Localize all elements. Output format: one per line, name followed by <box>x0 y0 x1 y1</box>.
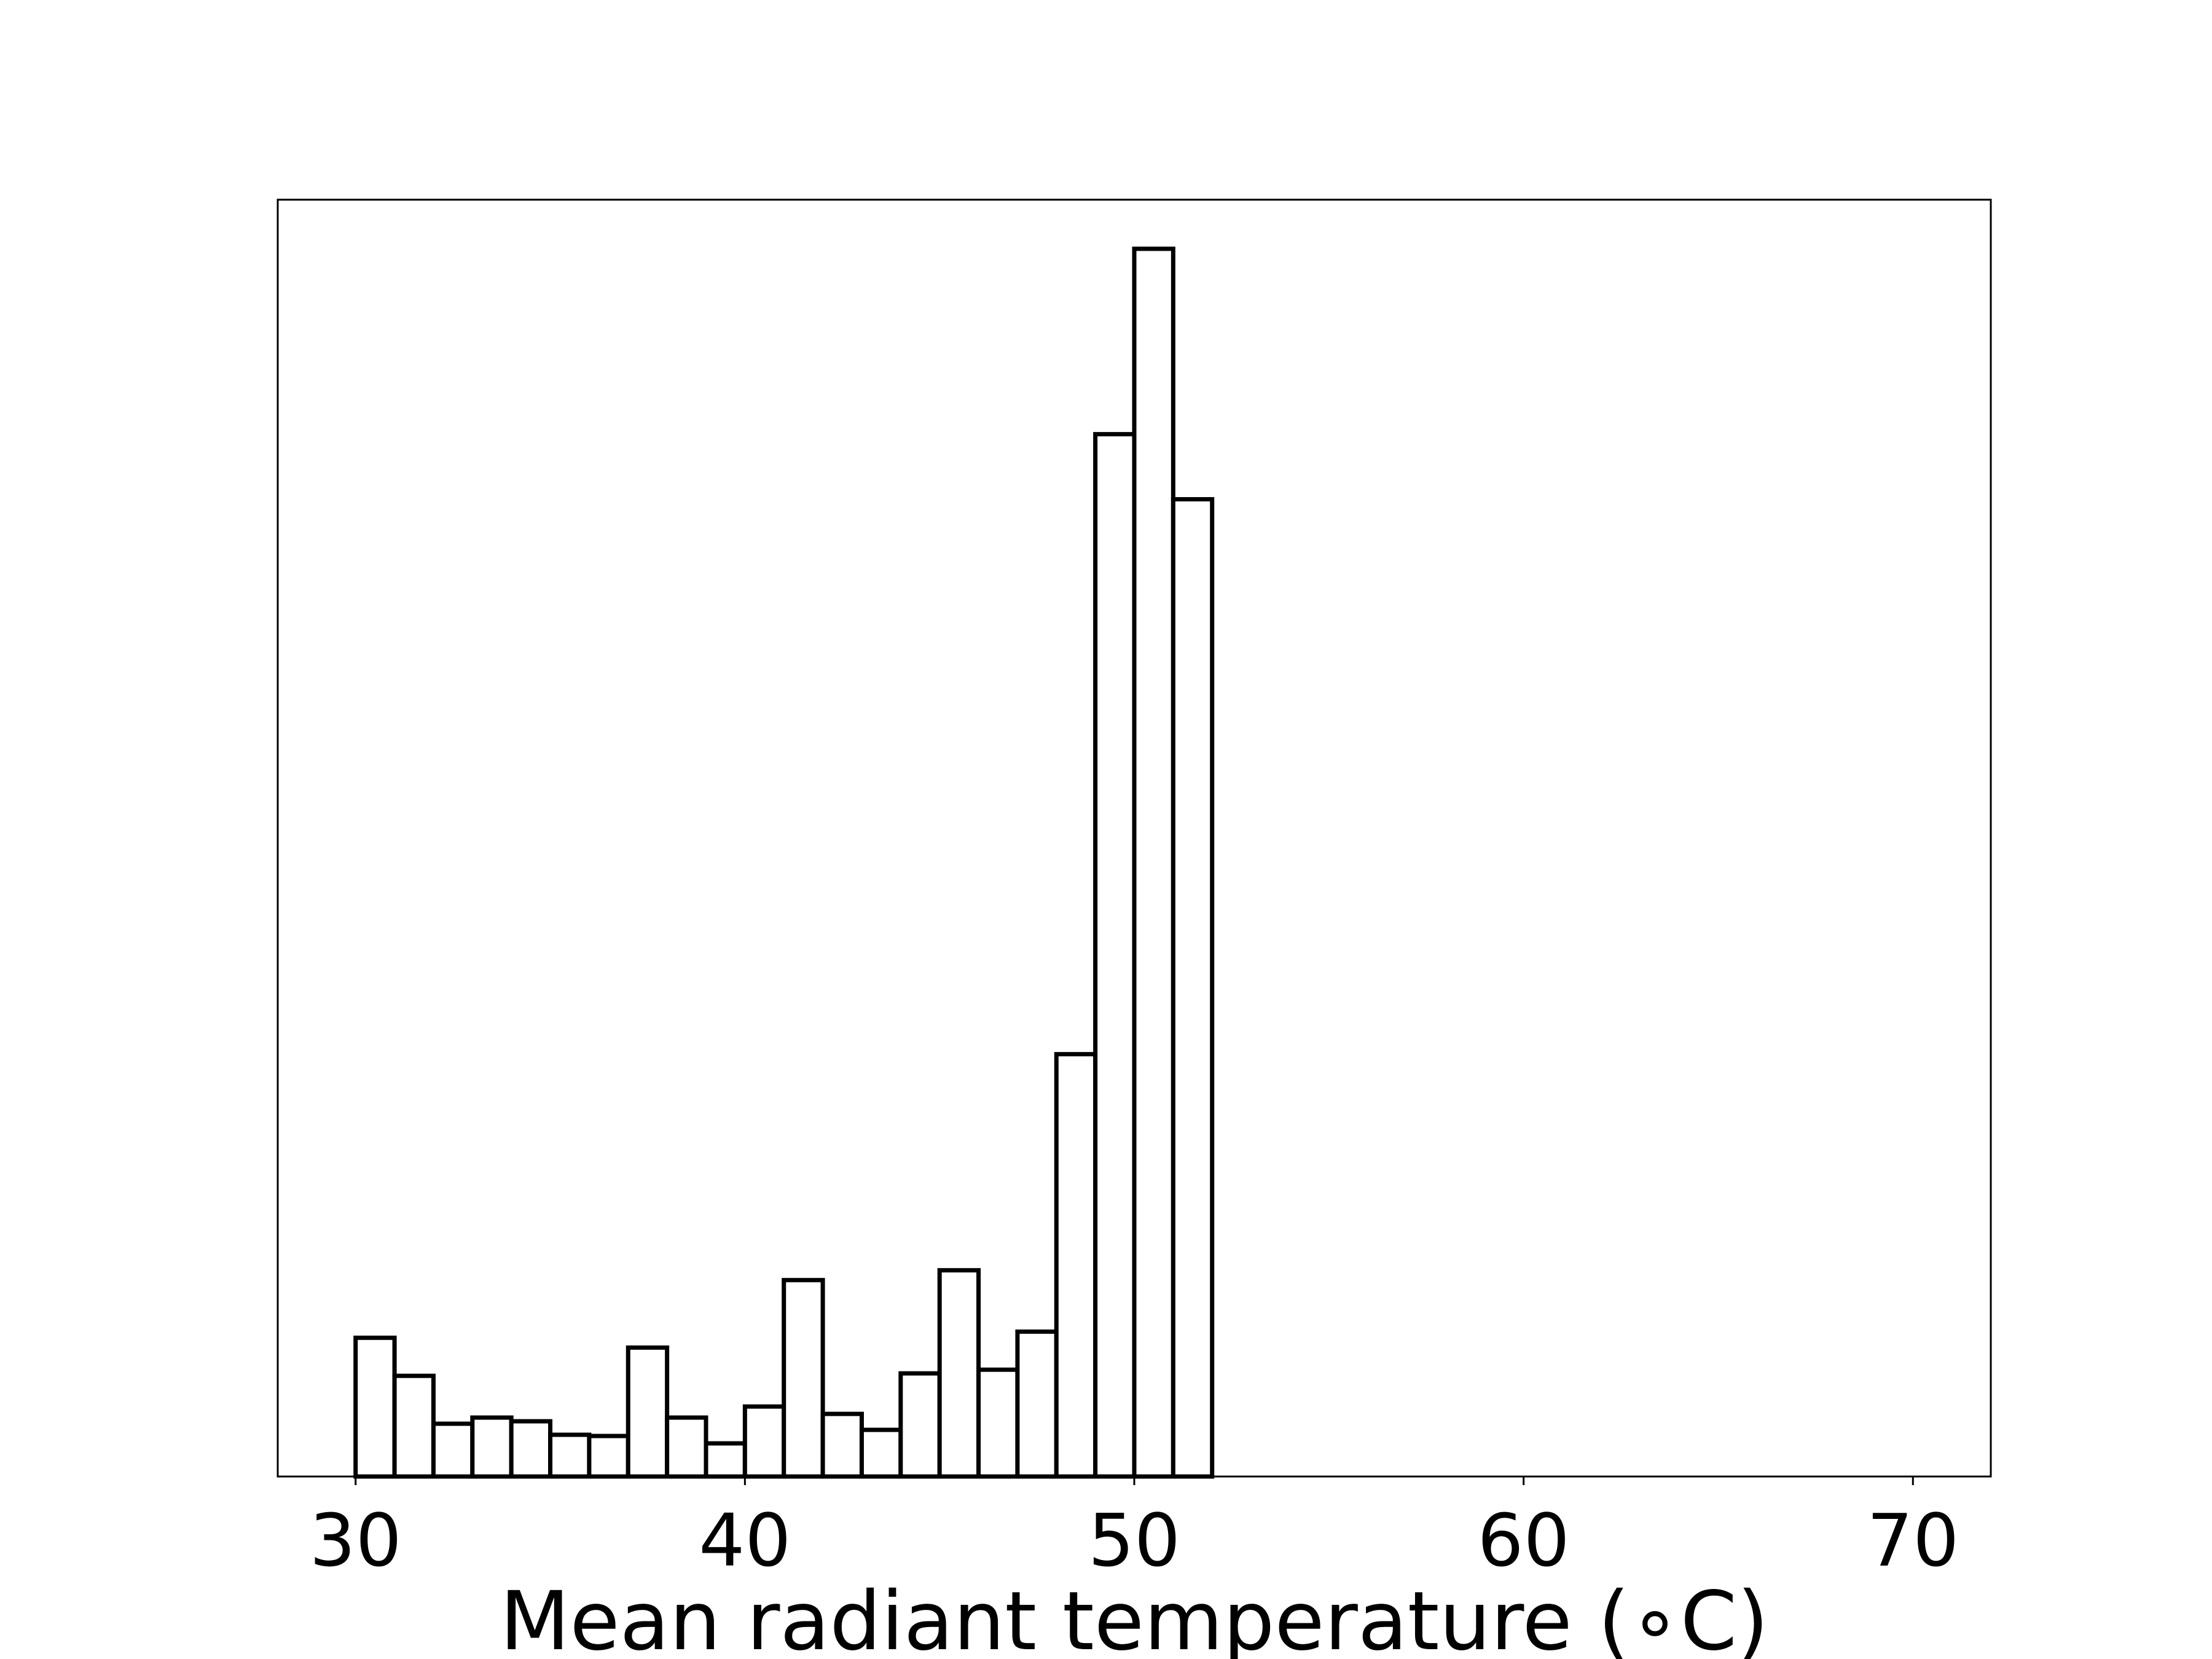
histogram-bar <box>431 1421 475 1479</box>
histogram-bar <box>353 1335 397 1479</box>
histogram-bar <box>587 1433 630 1479</box>
histogram-bar <box>1054 1052 1098 1479</box>
histogram-bar <box>937 1268 981 1479</box>
x-tick-label: 30 <box>310 1498 402 1583</box>
x-tick-label: 70 <box>1867 1498 1959 1583</box>
histogram-bar <box>1171 497 1215 1479</box>
x-axis-label: Mean radiant temperature (∘C) <box>500 1574 1769 1659</box>
x-tick-label: 40 <box>699 1498 791 1583</box>
histogram-bar <box>1093 432 1137 1479</box>
histogram-bar <box>1132 246 1175 1479</box>
histogram-bar <box>1015 1329 1059 1479</box>
histogram-bar <box>392 1373 436 1479</box>
histogram-bar <box>626 1345 670 1479</box>
histogram-bar <box>976 1367 1020 1479</box>
histogram-bar <box>704 1441 747 1479</box>
histogram-bar <box>665 1415 708 1479</box>
x-axis-ticks: 30 40 50 60 70 <box>310 1477 1959 1583</box>
histogram-bar <box>782 1277 825 1479</box>
x-tick-label: 50 <box>1088 1498 1180 1583</box>
histogram-bar <box>859 1427 903 1479</box>
histogram-bar <box>820 1411 864 1479</box>
histogram-bar <box>548 1432 592 1479</box>
x-tick-label: 60 <box>1478 1498 1570 1583</box>
histogram-bar <box>470 1415 514 1479</box>
histogram-bar <box>742 1404 786 1479</box>
histogram-bar <box>509 1419 553 1479</box>
histogram-bar <box>898 1371 942 1479</box>
histogram-bars <box>353 246 1215 1479</box>
